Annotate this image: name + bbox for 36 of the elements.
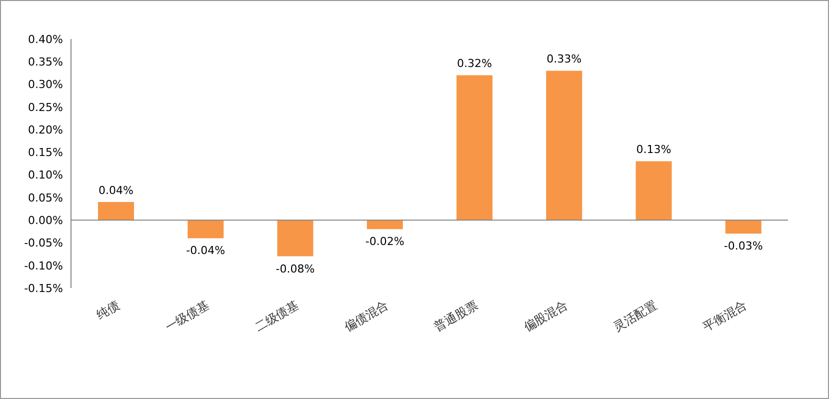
bar (366, 220, 403, 230)
x-tick-label: 一级债基 (162, 298, 212, 334)
y-tick-label: -0.05% (24, 236, 63, 250)
y-tick-label: 0.05% (28, 191, 63, 204)
bar (725, 220, 762, 234)
y-tick-label: 0.00% (28, 214, 63, 227)
x-tick-label: 偏债混合 (342, 298, 391, 334)
y-tick-label: -0.10% (24, 259, 63, 272)
data-label: -0.08% (276, 262, 315, 276)
data-label: 0.13% (636, 143, 672, 156)
y-tick-label: 0.25% (28, 100, 63, 114)
x-tick-label: 二级债基 (252, 298, 301, 334)
bar (188, 220, 224, 238)
bar (456, 75, 492, 220)
data-label: 0.32% (457, 57, 492, 70)
data-label: -0.02% (365, 235, 404, 248)
x-tick-label: 平衡混合 (700, 298, 750, 334)
data-label: 0.04% (98, 184, 134, 197)
bar (546, 70, 582, 220)
y-tick-label: 0.40% (28, 32, 63, 46)
y-tick-label: -0.15% (24, 282, 63, 295)
data-label: 0.33% (546, 52, 582, 66)
x-tick-label: 普通股票 (432, 298, 480, 334)
data-label: -0.04% (186, 244, 226, 258)
x-tick-label: 纯债 (94, 298, 122, 322)
x-tick-label: 偏股混合 (521, 298, 570, 334)
y-tick-label: 0.20% (28, 123, 63, 136)
bar (277, 220, 314, 256)
x-tick-label: 灵活配置 (610, 298, 660, 334)
bar (98, 202, 134, 220)
y-tick-label: 0.35% (28, 56, 63, 69)
bar (636, 161, 672, 220)
y-tick-label: 0.10% (28, 168, 63, 182)
data-label: -0.03% (724, 240, 763, 253)
y-tick-label: 0.15% (28, 146, 63, 160)
y-tick-label: 0.30% (28, 78, 63, 92)
